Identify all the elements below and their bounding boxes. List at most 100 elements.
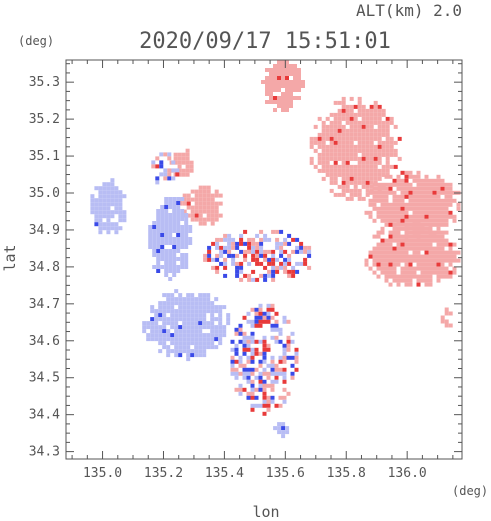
radar-cell (393, 152, 398, 157)
radar-cell (266, 363, 271, 368)
radar-cell (372, 234, 377, 239)
radar-cell (152, 221, 157, 225)
radar-cell (239, 269, 244, 274)
radar-cell (436, 234, 441, 239)
radar-cell (325, 164, 330, 169)
radar-cell (274, 311, 279, 316)
radar-cell (180, 237, 185, 241)
radar-cell (297, 84, 301, 88)
radar-cell (250, 307, 255, 312)
radar-cell (210, 197, 215, 202)
radar-cell (325, 116, 330, 121)
radar-cell (234, 331, 239, 336)
radar-cell (372, 186, 377, 191)
radar-cell (186, 213, 191, 218)
radar-cell (154, 309, 159, 314)
tick-label: 34.7 (29, 297, 60, 312)
radar-cell (181, 160, 186, 165)
radar-cell (329, 172, 334, 177)
radar-cell (154, 337, 159, 342)
radar-cell (178, 349, 183, 354)
radar-cell (106, 198, 111, 203)
radar-cell (210, 209, 215, 214)
radar-cell (223, 249, 228, 254)
radar-cell (412, 250, 417, 255)
radar-cell (102, 202, 107, 207)
radar-cell (349, 152, 354, 157)
radar-cell (222, 333, 227, 338)
radar-cell (388, 182, 393, 187)
radar-cell (152, 253, 157, 257)
radar-cell (178, 313, 183, 318)
radar-cell (279, 241, 284, 246)
radar-cell (416, 206, 421, 211)
radar-cell (424, 250, 429, 255)
radar-cell (282, 347, 287, 352)
radar-cell (287, 273, 292, 278)
radar-cell (388, 218, 393, 223)
radar-cell (385, 132, 390, 137)
radar-cell (219, 237, 224, 242)
radar-cell (377, 104, 382, 109)
radar-cell (368, 254, 373, 259)
radar-cell (361, 172, 366, 177)
radar-cell (365, 192, 370, 197)
radar-cell (329, 136, 334, 141)
radar-cell (376, 206, 381, 211)
radar-cell (373, 132, 378, 137)
radar-cell (154, 317, 159, 322)
radar-cell (380, 210, 385, 215)
radar-cell (349, 116, 354, 121)
radar-cell (377, 112, 382, 117)
radar-cell (186, 313, 191, 318)
radar-cell (258, 311, 263, 316)
radar-cell (385, 144, 390, 149)
radar-cell (369, 168, 374, 173)
radar-cell (424, 178, 429, 183)
radar-cell (456, 258, 461, 263)
radar-cell (206, 209, 211, 214)
radar-cell (94, 222, 99, 227)
radar-cells (90, 60, 461, 439)
radar-cell (281, 100, 285, 104)
radar-cell (246, 347, 251, 352)
radar-cell (428, 274, 433, 279)
radar-cell (282, 375, 287, 380)
radar-cell (293, 64, 297, 68)
radar-cell (150, 309, 155, 314)
radar-cell (189, 160, 194, 165)
radar-cell (357, 180, 362, 185)
radar-cell (420, 210, 425, 215)
radar-cell (281, 84, 285, 88)
radar-cell (420, 246, 425, 251)
radar-cell (416, 262, 421, 267)
radar-cell (202, 221, 207, 226)
radar-cell (420, 234, 425, 239)
radar-cell (235, 241, 240, 246)
radar-cell (188, 229, 193, 233)
radar-cell (400, 186, 405, 191)
radar-cell (353, 152, 358, 157)
radar-cell (218, 309, 223, 314)
radar-cell (211, 241, 216, 246)
radar-cell (198, 301, 203, 306)
radar-cell (176, 269, 181, 273)
radar-cell (270, 371, 275, 376)
radar-cell (448, 202, 453, 207)
radar-cell (178, 317, 183, 322)
radar-cell (448, 186, 453, 191)
radar-cell (152, 225, 157, 229)
radar-cell (166, 297, 171, 302)
radar-cell (372, 258, 377, 263)
radar-cell (380, 218, 385, 223)
radar-cell (255, 241, 260, 246)
radar-cell (259, 261, 264, 266)
radar-cell (444, 274, 449, 279)
radar-cell (234, 351, 239, 356)
radar-cell (218, 317, 223, 322)
radar-cell (190, 313, 195, 318)
radar-cell (392, 274, 397, 279)
radar-cell (377, 108, 382, 113)
radar-cell (182, 309, 187, 314)
radar-cell (219, 249, 224, 254)
